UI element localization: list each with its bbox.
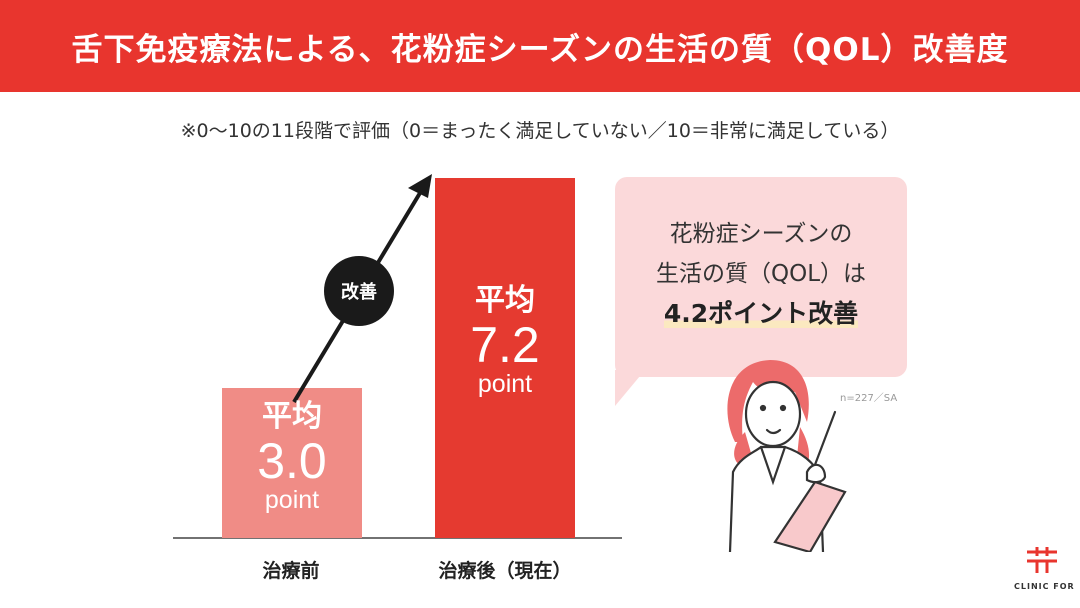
callout-text: 花粉症シーズンの 生活の質（QOL）は 4.2ポイント改善 — [615, 214, 907, 335]
data-label-after: 平均 7.2 point — [435, 286, 575, 397]
label-value: 3.0 — [257, 433, 327, 489]
data-label-before: 平均 3.0 point — [222, 402, 362, 513]
speech-bubble — [615, 177, 907, 377]
bar-0 — [222, 388, 362, 538]
label-unit: point — [264, 486, 320, 514]
label-prefix: 平均 — [475, 283, 535, 318]
rating-note: ※0〜10の11段階で評価（0＝まったく満足していない／10＝非常に満足している… — [180, 120, 900, 142]
logo-text: CLINIC FOR — [1014, 582, 1075, 591]
callout-line: 花粉症シーズンの — [669, 221, 853, 247]
bar-1 — [435, 178, 575, 538]
label-prefix: 平均 — [262, 399, 322, 434]
clinic-for-logo: CLINIC FOR — [1014, 546, 1074, 591]
label-unit: point — [477, 370, 533, 398]
doctor-illustration — [727, 360, 847, 552]
improvement-badge: 改善 — [324, 256, 394, 326]
speech-bubble-tail — [615, 370, 645, 406]
category-label-after: 治療後（現在） — [438, 560, 572, 582]
logo-mark-icon — [1027, 547, 1057, 573]
category-label-before: 治療前 — [262, 560, 320, 582]
sample-size: n=227／SA — [840, 393, 898, 404]
callout-highlight: 4.2ポイント改善 — [663, 299, 859, 328]
callout-line: 生活の質（QOL）は — [655, 261, 867, 287]
label-value: 7.2 — [470, 317, 540, 373]
page-title: 舌下免疫療法による、花粉症シーズンの生活の質（QOL）改善度 — [0, 0, 1080, 92]
